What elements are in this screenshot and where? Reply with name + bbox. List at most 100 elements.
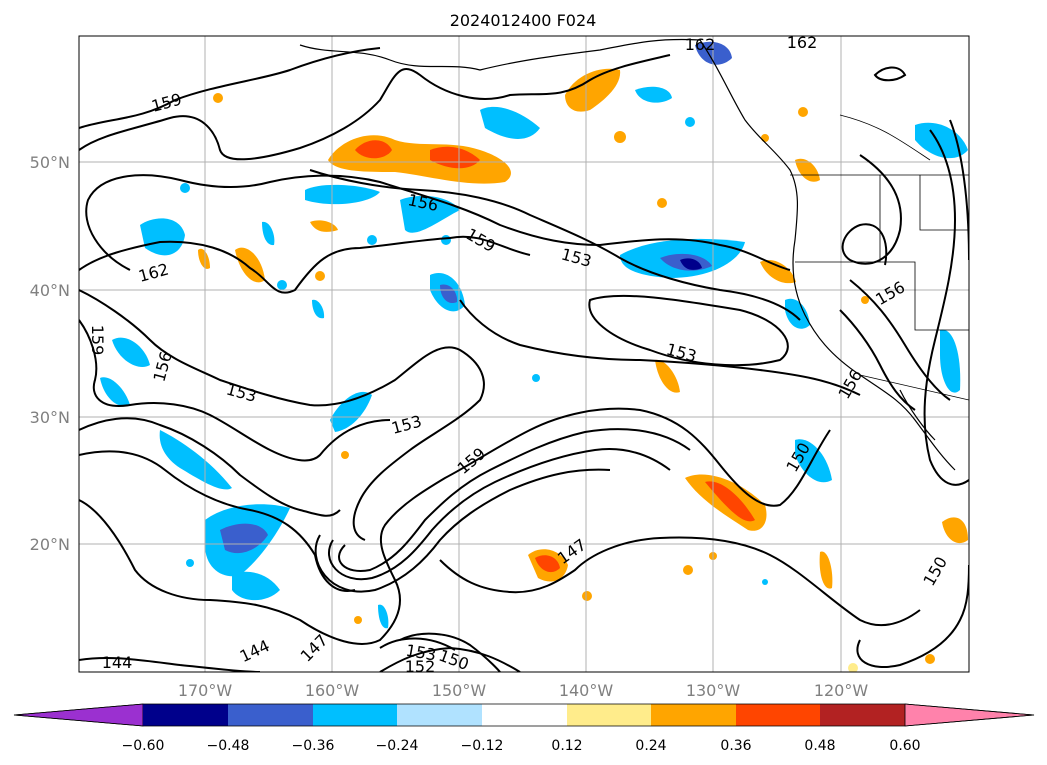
positive-shade: [430, 146, 480, 169]
negative-shade: [367, 235, 377, 245]
negative-shade: [159, 430, 232, 490]
lat-labels: 50°N 40°N 30°N 20°N: [30, 153, 70, 554]
positive-shade: [795, 158, 820, 182]
positive-shade: [683, 565, 693, 575]
positive-shade: [614, 131, 626, 143]
negative-shade: [305, 184, 380, 205]
colorbar-tick-label: 0.12: [551, 738, 582, 754]
colorbar-tick-label: 0.36: [720, 738, 751, 754]
colorbar-over-arrow: [904, 703, 1035, 727]
negative-shade: [220, 523, 268, 554]
lon-label: 130°W: [686, 681, 741, 700]
positive-shade: [819, 551, 833, 589]
positive-shade: [341, 451, 349, 459]
lon-labels: 170°W 160°W 150°W 140°W 130°W 120°W: [178, 681, 869, 700]
negative-shade: [480, 106, 540, 139]
lon-label: 170°W: [178, 681, 233, 700]
positive-shade: [848, 663, 858, 672]
map-frame: [78, 35, 970, 673]
positive-shade: [705, 481, 755, 522]
colorbar-bin: [482, 704, 567, 726]
negative-shade: [262, 221, 275, 246]
colorbar-tick-label: −0.36: [292, 738, 335, 754]
negative-shade: [680, 258, 702, 270]
colorbar-bins: [143, 704, 905, 726]
colorbar-ticks: −0.60 −0.48 −0.36 −0.24 −0.12 0.12 0.24 …: [122, 738, 921, 754]
negative-shade: [140, 218, 185, 256]
colorbar-tick-label: 0.60: [889, 738, 920, 754]
contour-label: 162: [787, 33, 818, 52]
colorbar-outline: [13, 703, 1035, 727]
negative-shade: [312, 299, 325, 319]
colorbar-bin: [567, 704, 651, 726]
negative-shade: [785, 298, 810, 329]
negative-shade: [940, 329, 961, 393]
positive-shade: [213, 93, 223, 103]
negative-shade: [635, 86, 672, 103]
contour-label: 159: [88, 325, 107, 356]
negative-shade: [112, 337, 150, 368]
coastlines: [299, 38, 969, 471]
map-area: 162 162 159 162 156 159 153 156 159 156 …: [79, 33, 969, 676]
negative-shade: [232, 571, 280, 601]
negative-shade: [180, 183, 190, 193]
lat-label: 30°N: [30, 408, 70, 427]
positive-shade: [925, 654, 935, 664]
contour-label: 152: [405, 657, 436, 676]
lat-label: 50°N: [30, 153, 70, 172]
colorbar-bin: [651, 704, 736, 726]
positive-shade: [942, 517, 968, 544]
colorbar-bin: [820, 704, 905, 726]
positive-shade: [198, 248, 210, 269]
positive-shade: [655, 359, 680, 393]
lon-label: 150°W: [432, 681, 487, 700]
colorbar-tick-label: −0.12: [461, 738, 504, 754]
positive-shade: [582, 591, 592, 601]
colorbar-tick-label: −0.48: [207, 738, 250, 754]
lat-label: 40°N: [30, 281, 70, 300]
colorbar-bin: [736, 704, 820, 726]
colorbar-bin: [228, 704, 313, 726]
shaded-fields: [100, 41, 968, 672]
negative-shade: [100, 377, 130, 407]
contour-label: 162: [685, 35, 716, 54]
negative-shade: [400, 195, 460, 233]
negative-shade: [440, 284, 458, 304]
positive-shade: [861, 296, 869, 304]
colorbar-tick-label: 0.48: [804, 738, 835, 754]
colorbar-under-arrow: [13, 703, 144, 727]
positive-shade: [760, 260, 796, 284]
positive-shade: [565, 68, 621, 112]
positive-shade: [355, 140, 392, 159]
negative-shade: [762, 579, 768, 585]
colorbar-bin: [143, 704, 228, 726]
negative-shade: [532, 374, 540, 382]
negative-shade: [795, 439, 832, 483]
positive-shade: [657, 198, 667, 208]
lat-label: 20°N: [30, 535, 70, 554]
positive-shade: [761, 134, 769, 142]
positive-shade: [354, 616, 362, 624]
negative-shade: [277, 280, 287, 290]
colorbar-tick-label: 0.24: [635, 738, 666, 754]
colorbar-tick-label: −0.24: [376, 738, 419, 754]
negative-shade: [330, 391, 372, 432]
positive-shade: [315, 271, 325, 281]
positive-shade: [310, 220, 338, 232]
colorbar-tick-label: −0.60: [122, 738, 165, 754]
colorbar-bin: [313, 704, 397, 726]
lon-label: 120°W: [814, 681, 869, 700]
negative-shade: [378, 604, 389, 629]
negative-shade: [685, 117, 695, 127]
lon-label: 160°W: [305, 681, 360, 700]
negative-shade: [186, 559, 194, 567]
map-title: 2024012400 F024: [450, 11, 597, 30]
colorbar-bin: [397, 704, 482, 726]
negative-shade: [441, 235, 451, 245]
colorbar: −0.60 −0.48 −0.36 −0.24 −0.12 0.12 0.24 …: [13, 703, 1035, 754]
positive-shade: [798, 107, 808, 117]
gridlines: [79, 36, 969, 672]
contours: [79, 47, 969, 672]
lon-label: 140°W: [559, 681, 614, 700]
